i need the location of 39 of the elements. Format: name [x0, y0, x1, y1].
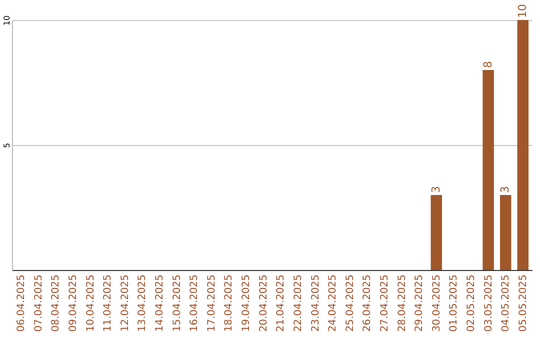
- x-tick-label: 22.04.2025: [292, 274, 304, 332]
- x-tick-label: 19.04.2025: [241, 274, 252, 332]
- bar: [482, 70, 494, 270]
- x-tick-label: 05.05.2025: [518, 274, 529, 332]
- x-tick-label: 02.05.2025: [466, 274, 477, 332]
- x-tick-label: 14.04.2025: [154, 274, 166, 332]
- data-label: 8: [481, 61, 494, 68]
- x-tick-label: 26.04.2025: [362, 274, 374, 332]
- x-tick-label: 24.04.2025: [328, 274, 339, 332]
- x-tick-label: 21.04.2025: [276, 274, 287, 332]
- x-tick-label: 10.04.2025: [85, 274, 96, 332]
- x-tick-label: 07.04.2025: [33, 274, 44, 332]
- x-tick-label: 15.04.2025: [172, 274, 183, 332]
- x-tick-label: 30.04.2025: [431, 274, 442, 332]
- x-tick-label: 04.05.2025: [500, 274, 512, 332]
- x-tick-label: 28.04.2025: [396, 274, 408, 332]
- x-tick-label: 17.04.2025: [206, 274, 218, 332]
- x-tick-label: 12.04.2025: [120, 274, 131, 332]
- data-label: 3: [429, 186, 442, 193]
- x-tick-label: 27.04.2025: [379, 274, 390, 332]
- bar: [517, 20, 529, 270]
- x-tick-label: 13.04.2025: [137, 274, 148, 332]
- x-tick-label: 03.05.2025: [483, 274, 494, 332]
- bar: [500, 195, 512, 270]
- data-label: 10: [516, 4, 529, 18]
- x-tick-label: 16.04.2025: [189, 274, 200, 332]
- x-tick-label: 09.04.2025: [68, 274, 79, 332]
- x-tick-label: 08.04.2025: [50, 274, 62, 332]
- x-tick-label: 18.04.2025: [224, 274, 235, 332]
- x-tick-label: 06.04.2025: [16, 274, 28, 332]
- x-tick-label: 29.04.2025: [414, 274, 426, 332]
- x-tick-label: 23.04.2025: [310, 274, 322, 332]
- x-tick-label: 11.04.2025: [102, 274, 114, 332]
- x-tick-label: 20.04.2025: [258, 274, 270, 332]
- bar: [430, 195, 442, 270]
- y-tick-label: 5: [2, 142, 12, 148]
- x-tick-label: 25.04.2025: [344, 274, 356, 332]
- data-label: 3: [498, 186, 512, 193]
- x-tick-label: 01.05.2025: [448, 274, 460, 332]
